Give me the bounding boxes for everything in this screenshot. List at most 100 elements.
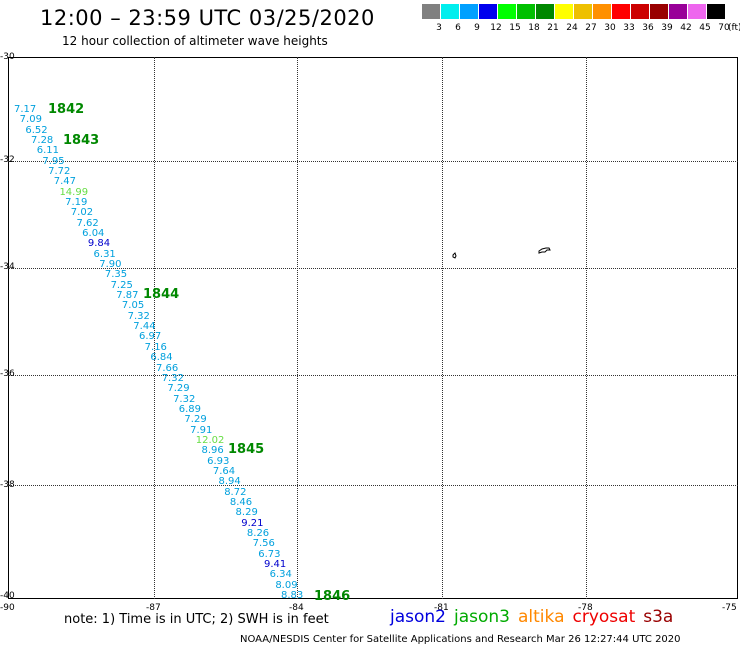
- scale-swatch: [422, 4, 440, 19]
- wave-height-value: 8.29: [235, 507, 258, 519]
- wave-height-value: 7.19: [65, 197, 88, 209]
- wave-height-value: 6.31: [93, 248, 116, 260]
- lat-label: -36: [0, 369, 15, 379]
- wave-height-value: 7.32: [173, 393, 196, 405]
- scale-swatch: [707, 4, 725, 19]
- wave-height-value: 8.09: [275, 579, 298, 591]
- orbit-number: 1842: [48, 102, 85, 117]
- wave-height-value: 8.46: [229, 496, 253, 508]
- wave-height-value: 7.64: [212, 465, 236, 477]
- scale-label: 45: [699, 23, 711, 33]
- island-outline-west: [452, 252, 457, 259]
- units-note: note: 1) Time is in UTC; 2) SWH is in fe…: [64, 612, 329, 627]
- lon-label: -87: [146, 603, 161, 613]
- scale-unit: (ft): [728, 23, 740, 33]
- grid-line-lon: [297, 57, 298, 599]
- wave-height-value: 7.05: [121, 300, 145, 312]
- wave-height-value: 7.09: [19, 114, 42, 126]
- wave-height-value: 8.96: [201, 445, 224, 457]
- scale-swatch: [593, 4, 611, 19]
- grid-line-lat: [8, 268, 738, 269]
- satellite-name: jason2: [390, 607, 446, 627]
- wave-height-value: 7.95: [42, 155, 65, 167]
- satellite-legend: jason2 jason3 altika cryosat s3a: [390, 607, 681, 627]
- grid-line-lat: [8, 375, 738, 376]
- lat-label: -34: [0, 262, 15, 272]
- grid-line-lon: [442, 57, 443, 599]
- scale-label: 36: [642, 23, 654, 33]
- scale-label: 42: [680, 23, 692, 33]
- map-frame: [8, 57, 738, 599]
- wave-height-value: 9.84: [87, 238, 111, 250]
- lon-label: -78: [578, 603, 593, 613]
- grid-line-lat: [8, 485, 738, 486]
- scale-label: 70: [718, 23, 730, 33]
- wave-height-value: 7.47: [53, 176, 77, 188]
- satellite-name: s3a: [643, 607, 674, 627]
- wave-height-value: 7.25: [110, 279, 133, 291]
- wave-height-value: 7.29: [184, 414, 207, 426]
- scale-swatch: [688, 4, 706, 19]
- wave-height-value: 6.73: [258, 548, 281, 560]
- scale-swatch: [631, 4, 649, 19]
- lat-label: -30: [0, 52, 15, 62]
- wave-height-value: 6.93: [207, 455, 230, 467]
- lat-label: -32: [0, 155, 15, 165]
- scale-label: 30: [604, 23, 616, 33]
- scale-swatch: [460, 4, 478, 19]
- scale-swatch: [650, 4, 668, 19]
- lon-label: -75: [722, 603, 737, 613]
- wave-height-value: 7.29: [167, 383, 190, 395]
- scale-label: 39: [661, 23, 673, 33]
- wave-height-value: 6.89: [178, 403, 201, 415]
- wave-height-value: 8.83: [281, 590, 304, 601]
- scale-label: 24: [566, 23, 578, 33]
- scale-label: 21: [547, 23, 559, 33]
- wave-height-value: 7.62: [76, 217, 99, 229]
- map-title: 12:00 – 23:59 UTC 03/25/2020: [40, 6, 375, 30]
- scale-swatch: [441, 4, 459, 19]
- wave-height-value: 7.91: [190, 424, 213, 436]
- grid-line-lon: [154, 57, 155, 599]
- scale-label: 6: [455, 23, 461, 33]
- wave-height-value: 7.32: [161, 372, 184, 384]
- credit-line: NOAA/NESDIS Center for Satellite Applica…: [240, 634, 681, 645]
- wave-height-value: 7.90: [99, 259, 122, 271]
- map-subtitle: 12 hour collection of altimeter wave hei…: [62, 34, 328, 48]
- wave-height-value: 7.16: [144, 341, 167, 353]
- wave-height-value: 6.11: [36, 145, 59, 157]
- scale-swatch: [669, 4, 687, 19]
- wave-height-value: 7.28: [31, 135, 54, 147]
- wave-height-value: 7.56: [252, 538, 275, 550]
- wave-height-value: 7.32: [127, 310, 150, 322]
- scale-swatch: [479, 4, 497, 19]
- wave-height-value: 7.02: [70, 207, 94, 219]
- wave-height-value: 8.26: [246, 527, 270, 539]
- wave-height-value: 6.04: [82, 228, 105, 240]
- wave-height-value: 6.97: [138, 331, 162, 343]
- scale-label: 15: [509, 23, 521, 33]
- scale-label: 18: [528, 23, 540, 33]
- wave-height-value: 9.21: [241, 517, 264, 529]
- scale-swatch: [555, 4, 573, 19]
- wave-height-value: 12.02: [195, 434, 225, 446]
- scale-swatch: [536, 4, 554, 19]
- orbit-number: 1845: [228, 442, 265, 457]
- orbit-number: 1846: [314, 589, 351, 604]
- grid-line-lon: [586, 57, 587, 599]
- wave-height-value: 7.44: [133, 321, 156, 333]
- scale-swatch: [574, 4, 592, 19]
- wave-height-value: 8.94: [218, 476, 241, 488]
- wave-height-value: 6.34: [269, 569, 292, 581]
- lon-label: -90: [0, 603, 15, 613]
- wave-height-value: 14.99: [59, 186, 89, 198]
- wave-height-value: 9.41: [263, 558, 287, 570]
- lon-label: -81: [434, 603, 449, 613]
- wave-height-value: 7.66: [156, 362, 179, 374]
- wave-height-value: 7.35: [104, 269, 128, 281]
- orbit-number: 1844: [143, 287, 180, 302]
- wave-height-value: 6.84: [150, 352, 173, 364]
- wave-height-value: 8.72: [224, 486, 247, 498]
- scale-label: 3: [436, 23, 442, 33]
